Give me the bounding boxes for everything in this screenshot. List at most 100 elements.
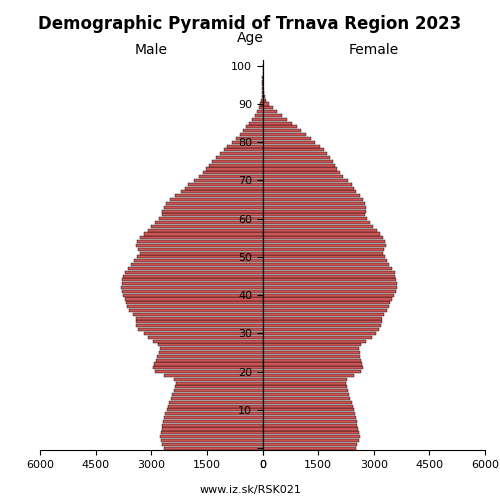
- Bar: [262, 232, 380, 235]
- Bar: [262, 324, 381, 328]
- Bar: [163, 420, 262, 423]
- Bar: [262, 168, 336, 170]
- Bar: [166, 202, 262, 205]
- Bar: [181, 190, 262, 194]
- Bar: [153, 366, 262, 370]
- Bar: [262, 290, 396, 293]
- Bar: [126, 302, 262, 304]
- Bar: [162, 214, 262, 216]
- Bar: [174, 389, 262, 392]
- Text: www.iz.sk/RSK021: www.iz.sk/RSK021: [199, 485, 301, 495]
- Bar: [212, 160, 262, 163]
- Bar: [262, 446, 356, 450]
- Bar: [262, 439, 358, 442]
- Bar: [262, 252, 382, 254]
- Bar: [262, 133, 306, 136]
- Bar: [162, 439, 262, 442]
- Bar: [258, 110, 262, 113]
- Bar: [140, 252, 262, 254]
- Bar: [228, 144, 262, 148]
- Bar: [262, 294, 394, 296]
- Bar: [262, 320, 382, 324]
- Bar: [262, 267, 392, 270]
- Text: Demographic Pyramid of Trnava Region 2023: Demographic Pyramid of Trnava Region 202…: [38, 15, 462, 33]
- Bar: [124, 294, 262, 296]
- Bar: [240, 133, 262, 136]
- Bar: [262, 126, 296, 128]
- Bar: [262, 122, 292, 124]
- Bar: [262, 358, 361, 362]
- Bar: [262, 182, 352, 186]
- Bar: [122, 290, 262, 293]
- Bar: [184, 186, 262, 190]
- Bar: [262, 305, 388, 308]
- Bar: [176, 382, 262, 384]
- Bar: [206, 168, 262, 170]
- Bar: [243, 129, 262, 132]
- Bar: [155, 370, 262, 373]
- Bar: [136, 244, 262, 247]
- Bar: [262, 442, 358, 446]
- Bar: [262, 274, 396, 278]
- Bar: [164, 374, 262, 377]
- Bar: [255, 114, 262, 117]
- Bar: [170, 400, 262, 404]
- Bar: [171, 397, 262, 400]
- Bar: [262, 351, 360, 354]
- Bar: [160, 435, 262, 438]
- Bar: [262, 408, 354, 412]
- Bar: [200, 175, 262, 178]
- Bar: [134, 259, 262, 262]
- Text: Age: Age: [236, 31, 264, 45]
- Bar: [262, 194, 360, 198]
- Bar: [262, 110, 277, 113]
- Bar: [170, 198, 262, 201]
- Bar: [262, 355, 360, 358]
- Bar: [262, 328, 380, 331]
- Bar: [262, 344, 361, 346]
- Bar: [262, 424, 358, 426]
- Bar: [262, 118, 286, 121]
- Bar: [262, 332, 376, 335]
- Bar: [176, 386, 262, 388]
- Bar: [262, 228, 376, 232]
- Bar: [262, 144, 320, 148]
- Bar: [262, 217, 367, 220]
- Bar: [148, 228, 262, 232]
- Bar: [262, 278, 396, 281]
- Bar: [262, 137, 310, 140]
- Bar: [162, 442, 262, 446]
- Bar: [122, 278, 262, 281]
- Bar: [137, 256, 262, 258]
- Bar: [262, 270, 394, 274]
- Bar: [262, 282, 396, 285]
- Bar: [123, 274, 262, 278]
- Bar: [164, 206, 262, 208]
- Bar: [262, 420, 356, 423]
- Bar: [262, 397, 350, 400]
- Bar: [262, 206, 366, 208]
- Bar: [262, 412, 355, 415]
- Bar: [262, 378, 347, 381]
- Bar: [157, 355, 262, 358]
- Bar: [148, 336, 262, 338]
- Bar: [262, 175, 344, 178]
- Bar: [262, 225, 373, 228]
- Bar: [262, 114, 282, 117]
- Bar: [128, 267, 262, 270]
- Bar: [220, 152, 262, 155]
- Bar: [160, 217, 262, 220]
- Bar: [262, 400, 352, 404]
- Bar: [156, 358, 262, 362]
- Bar: [136, 324, 262, 328]
- Bar: [232, 140, 262, 143]
- Bar: [262, 432, 359, 434]
- Bar: [262, 179, 348, 182]
- Bar: [262, 156, 330, 159]
- Bar: [262, 186, 354, 190]
- Bar: [137, 240, 262, 243]
- Bar: [262, 336, 372, 338]
- Bar: [162, 210, 262, 212]
- Bar: [138, 248, 262, 251]
- Bar: [262, 389, 348, 392]
